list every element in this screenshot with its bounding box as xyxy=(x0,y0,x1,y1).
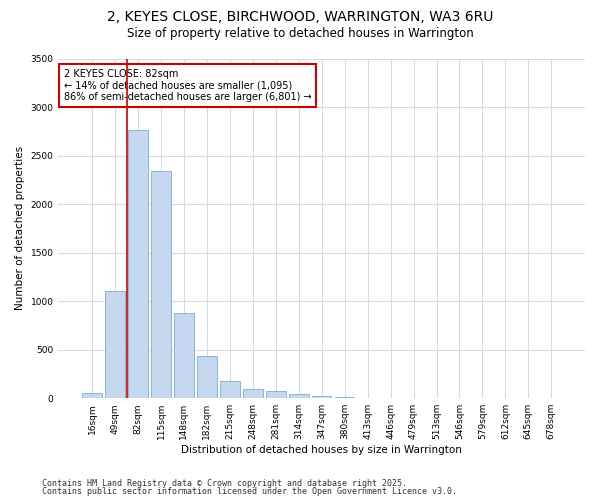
X-axis label: Distribution of detached houses by size in Warrington: Distribution of detached houses by size … xyxy=(181,445,462,455)
Bar xyxy=(266,391,286,398)
Text: Contains public sector information licensed under the Open Government Licence v3: Contains public sector information licen… xyxy=(42,487,457,496)
Bar xyxy=(335,397,355,398)
Bar xyxy=(151,171,171,398)
Text: Contains HM Land Registry data © Crown copyright and database right 2025.: Contains HM Land Registry data © Crown c… xyxy=(42,478,407,488)
Text: Size of property relative to detached houses in Warrington: Size of property relative to detached ho… xyxy=(127,28,473,40)
Bar xyxy=(243,388,263,398)
Bar xyxy=(220,380,239,398)
Bar xyxy=(312,396,331,398)
Text: 2 KEYES CLOSE: 82sqm
← 14% of detached houses are smaller (1,095)
86% of semi-de: 2 KEYES CLOSE: 82sqm ← 14% of detached h… xyxy=(64,68,311,102)
Bar xyxy=(106,292,125,398)
Bar xyxy=(174,313,194,398)
Y-axis label: Number of detached properties: Number of detached properties xyxy=(15,146,25,310)
Bar xyxy=(197,356,217,398)
Bar xyxy=(82,394,102,398)
Bar xyxy=(289,394,308,398)
Text: 2, KEYES CLOSE, BIRCHWOOD, WARRINGTON, WA3 6RU: 2, KEYES CLOSE, BIRCHWOOD, WARRINGTON, W… xyxy=(107,10,493,24)
Bar xyxy=(128,130,148,398)
